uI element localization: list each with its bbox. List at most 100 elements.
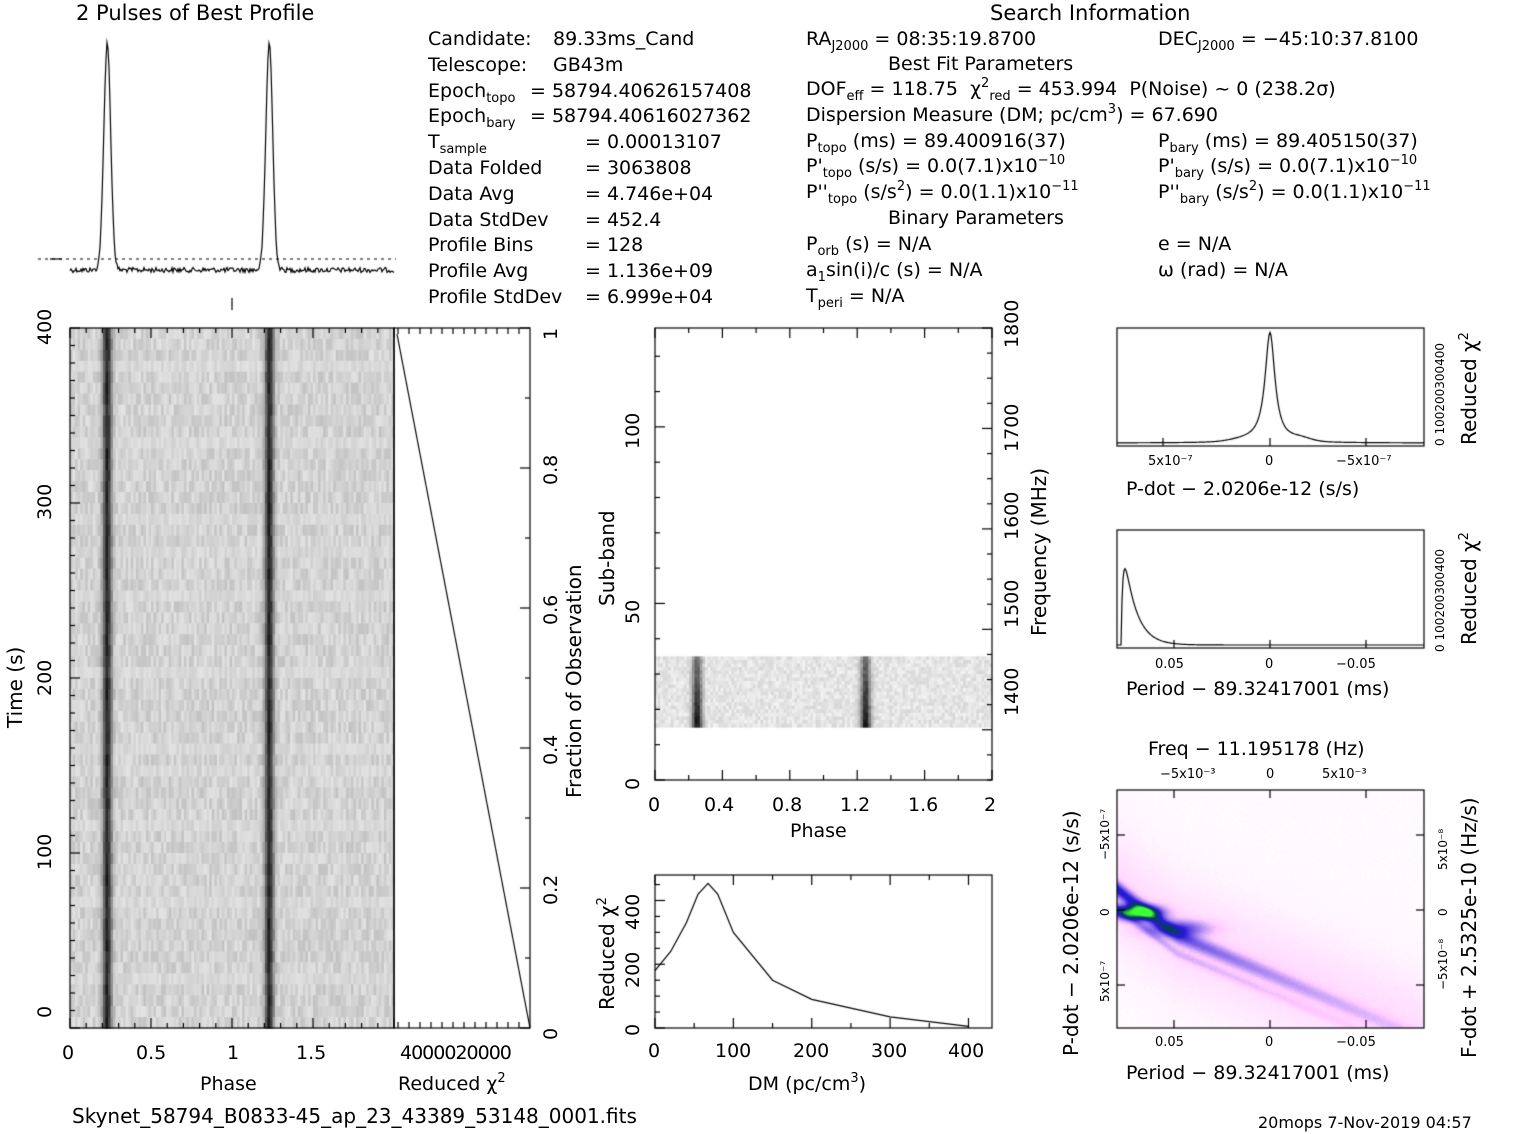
footer-timestamp: 20mops 7-Nov-2019 04:57 (1258, 1113, 1472, 1132)
pdot-bary-line: P'bary (s/s) = 0.0(7.1)x10−10 (1158, 153, 1418, 181)
fraction-axis-label: Fraction of Observation (562, 564, 586, 798)
info-key: Data StdDev (428, 208, 549, 231)
subphase-axis-label: Phase (790, 820, 847, 842)
freq-tick-1500: 1500 (1001, 579, 1023, 628)
ecc-line: e = N/A (1158, 233, 1232, 255)
time-tick-200: 200 (34, 659, 56, 696)
omega-line: ω (rad) = N/A (1158, 259, 1288, 281)
dm-tick-400: 400 (948, 1040, 985, 1062)
plane-fdot-label: F-dot + 2.5325e-10 (Hz/s) (1457, 797, 1481, 1058)
plane-pdot-tick-pos: 5x10⁻⁷ (1098, 960, 1112, 1002)
info-key: Profile Avg (428, 260, 529, 283)
info-value: = 4.746e+04 (585, 182, 714, 205)
dm-tick-100: 100 (715, 1040, 752, 1062)
dmchi-tick-400: 400 (622, 893, 644, 930)
time-tick-300: 300 (34, 483, 56, 520)
footer-filename: Skynet_58794_B0833-45_ap_23_43389_53148_… (72, 1104, 637, 1128)
freq-tick-1800: 1800 (1001, 299, 1023, 348)
phase-tick-0.5: 0.5 (136, 1042, 167, 1064)
plane-fdot-tick-pos: 5x10⁻⁸ (1436, 828, 1450, 870)
info-key: Profile StdDev (428, 286, 563, 308)
pdot-topo-line: P'topo (s/s) = 0.0(7.1)x10−10 (806, 153, 1066, 181)
period-tick-0: 0 (1265, 657, 1274, 672)
subphase-tick-1.2: 1.2 (840, 794, 871, 816)
subband-tick-50: 50 (622, 599, 644, 624)
dm-tick-300: 300 (871, 1040, 908, 1062)
period-tick-0.05: 0.05 (1155, 657, 1184, 672)
fraction-tick-0.6: 0.6 (540, 594, 562, 625)
period-chi-ticks: 0 100200300400 (1433, 548, 1447, 652)
dm-tick-0: 0 (648, 1040, 661, 1062)
info-value: GB43m (553, 53, 624, 76)
fraction-tick-0.2: 0.2 (540, 874, 562, 905)
dmchi-axis-label: Reduced χ2 (595, 897, 619, 1010)
fraction-tick-0.8: 0.8 (540, 454, 562, 485)
subphase-tick-0: 0 (648, 794, 661, 816)
freq-tick-0: 0 (1266, 767, 1275, 782)
fraction-tick-0.4: 0.4 (540, 734, 562, 765)
subphase-tick-2: 2 (984, 794, 997, 816)
info-value: = 6.999e+04 (585, 286, 714, 308)
best-fit-title: Best Fit Parameters (888, 53, 1074, 75)
frequency-axis-label: Frequency (MHz) (1027, 467, 1051, 636)
dmchi-tick-0: 0 (622, 1023, 644, 1036)
info-value: = 58794.40616027362 (530, 105, 752, 128)
info-value: = 128 (585, 234, 644, 257)
subphase-tick-1.6: 1.6 (908, 794, 939, 816)
subband-tick-100: 100 (622, 412, 644, 449)
phase-tick-1: 1 (227, 1042, 240, 1064)
plane-pdot-label: P-dot − 2.0206e-12 (s/s) (1059, 810, 1083, 1056)
chi2-axis-label: Reduced χ2 (398, 1071, 506, 1095)
time-tick-0: 0 (34, 1005, 56, 1018)
plane-fdot-tick-neg: −5x10⁻⁸ (1436, 938, 1450, 990)
time-axis-label: Time (s) (3, 646, 27, 728)
time-tick-100: 100 (34, 833, 56, 870)
info-key: Candidate: (428, 28, 532, 50)
info-key: Data Avg (428, 182, 515, 205)
period-tick-neg0.05: −0.05 (1336, 657, 1376, 672)
info-value: = 3063808 (585, 157, 692, 179)
dm-tick-200: 200 (793, 1040, 830, 1062)
a1-line: a1sin(i)/c (s) = N/A (806, 259, 983, 285)
plane-fdot-tick-0: 0 (1436, 908, 1450, 916)
freq-tick-1700: 1700 (1001, 403, 1023, 452)
subphase-tick-0.4: 0.4 (704, 794, 735, 816)
period-axis-label: Period − 89.32417001 (ms) (1126, 678, 1390, 700)
pddot-topo-line: P''topo (s/s2) = 0.0(1.1)x10−11 (806, 179, 1079, 207)
info-key: Profile Bins (428, 234, 534, 257)
pbary-line: Pbary (ms) = 89.405150(37) (1158, 130, 1418, 156)
dec-line: DECJ2000 = −45:10:37.8100 (1158, 28, 1419, 54)
plane-period-tick-0.05: 0.05 (1155, 1035, 1184, 1050)
subband-tick-0: 0 (622, 777, 644, 790)
pdot-chi-label: Reduced χ2 (1457, 332, 1481, 445)
period-chi-label: Reduced χ2 (1457, 532, 1481, 645)
freq-title: Freq − 11.195178 (Hz) (1148, 738, 1365, 760)
ptopo-line: Ptopo (ms) = 89.400916(37) (806, 130, 1066, 156)
pdot-tick-0: 0 (1265, 454, 1274, 469)
info-key: Epochbary (428, 105, 516, 132)
dmchi-tick-200: 200 (622, 951, 644, 988)
info-value: = 0.00013107 (585, 131, 722, 154)
info-key: Data Folded (428, 157, 543, 179)
subphase-tick-0.8: 0.8 (772, 794, 803, 816)
pdot-axis-label: P-dot − 2.0206e-12 (s/s) (1126, 478, 1360, 500)
info-value: = 1.136e+09 (585, 260, 714, 283)
plane-period-tick-0: 0 (1265, 1035, 1274, 1050)
info-value: = 452.4 (585, 208, 662, 231)
info-key: Telescope: (428, 53, 528, 76)
info-value: = 58794.40626157408 (530, 79, 752, 102)
pddot-bary-line: P''bary (s/s2) = 0.0(1.1)x10−11 (1158, 179, 1431, 207)
binary-title: Binary Parameters (888, 207, 1064, 229)
ra-line: RAJ2000 = 08:35:19.8700 (806, 28, 1037, 54)
pdot-tick-neg: −5x10⁻⁷ (1336, 454, 1392, 469)
info-key: Tsample (428, 131, 487, 158)
profile-title: 2 Pulses of Best Profile (76, 1, 315, 25)
fraction-tick-1: 1 (540, 327, 562, 340)
phase-tick-1.5: 1.5 (296, 1042, 327, 1064)
freq-tick-1400: 1400 (1001, 667, 1023, 716)
plane-period-tick-neg: −0.05 (1336, 1035, 1376, 1050)
phase-tick-0: 0 (62, 1042, 75, 1064)
time-tick-400: 400 (34, 308, 56, 345)
freq-tick-pos: 5x10⁻³ (1322, 767, 1367, 782)
